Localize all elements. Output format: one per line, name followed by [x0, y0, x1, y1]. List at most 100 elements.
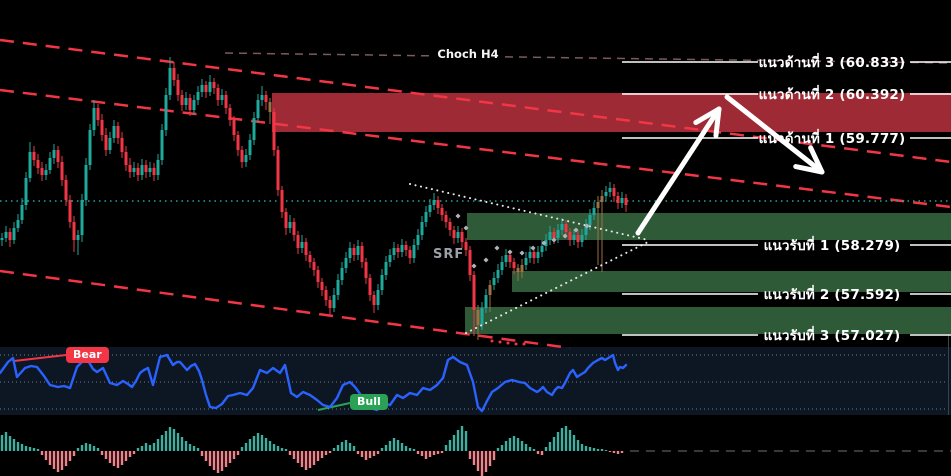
histogram-bar: [332, 448, 336, 451]
histogram-bar: [132, 451, 136, 454]
histogram-bar: [232, 451, 236, 459]
histogram-bar: [388, 441, 392, 451]
histogram-bar: [596, 449, 600, 451]
histogram-bar: [608, 451, 612, 452]
candle-body: [496, 270, 500, 278]
candle-body: [12, 228, 16, 240]
candle-body: [360, 246, 364, 262]
histogram-bar: [448, 440, 452, 451]
candle-body: [532, 252, 536, 258]
projection-arrow-head: [693, 106, 722, 139]
candle-body: [216, 88, 220, 100]
histogram-bar: [384, 445, 388, 451]
candle-body: [160, 130, 164, 160]
candle-body: [180, 95, 184, 105]
candle-body: [4, 232, 8, 238]
candle-body: [596, 202, 600, 208]
candle-body: [96, 108, 100, 120]
candle-body: [408, 250, 412, 258]
candle-body: [356, 246, 360, 255]
candle-body: [588, 215, 592, 225]
histogram-bar: [348, 443, 352, 451]
candle-body: [520, 265, 524, 272]
histogram-bar: [100, 451, 104, 455]
candle-body: [312, 262, 316, 270]
candle-body: [76, 235, 80, 240]
histogram-bar: [488, 451, 492, 466]
candle-body: [224, 95, 228, 108]
histogram-bar: [24, 446, 28, 451]
candle-body: [344, 258, 348, 268]
histogram-bar: [148, 445, 152, 451]
candle-body: [188, 98, 192, 110]
candle-body: [120, 138, 124, 152]
candle-body: [132, 168, 136, 172]
histogram-bar: [20, 444, 24, 451]
candle-body: [552, 232, 556, 238]
histogram-bar: [400, 443, 404, 451]
badge-connector: [13, 354, 67, 362]
histogram-bar: [516, 438, 520, 451]
candle-body: [580, 235, 584, 242]
candle-body: [528, 252, 532, 258]
candle-body: [292, 222, 296, 235]
diamond-marker: [494, 245, 500, 251]
candle-body: [100, 120, 104, 135]
candle-body: [432, 200, 436, 205]
histogram-bar: [212, 451, 216, 470]
histogram-bar: [432, 451, 436, 455]
histogram-bar: [92, 446, 96, 451]
candle-body: [524, 258, 528, 265]
candle-body: [148, 168, 152, 172]
candle-body: [280, 190, 284, 212]
histogram-bar: [76, 448, 80, 451]
histogram-bar: [144, 443, 148, 451]
candle-body: [616, 196, 620, 203]
candle-body: [324, 290, 328, 300]
support-zone: [465, 307, 951, 334]
candle-body: [452, 230, 456, 238]
histogram-bar: [96, 448, 100, 451]
candle-body: [380, 275, 384, 290]
candle-body: [168, 68, 172, 95]
histogram-bar: [540, 451, 544, 455]
histogram-bar: [504, 441, 508, 451]
channel-lower: [0, 269, 571, 350]
candle-body: [612, 188, 616, 196]
histogram-bar: [64, 451, 68, 466]
histogram-bar: [112, 451, 116, 466]
histogram-bar: [196, 448, 200, 451]
candle-body: [604, 192, 608, 196]
candle-body: [392, 248, 396, 255]
histogram-bar: [548, 442, 552, 451]
histogram-bar: [500, 445, 504, 451]
candle-body: [60, 162, 64, 180]
histogram-bar: [436, 451, 440, 454]
badge-connector: [317, 402, 351, 411]
histogram-bar: [272, 444, 276, 451]
histogram-bar: [524, 444, 528, 451]
candle-body: [208, 82, 212, 92]
candle-body: [600, 196, 604, 202]
histogram-bar: [284, 449, 288, 451]
histogram-bar: [404, 446, 408, 451]
candle-body: [540, 246, 544, 252]
candle-body: [428, 205, 432, 212]
histogram-bar: [72, 451, 76, 456]
histogram-bar: [180, 437, 184, 451]
candle-body: [192, 100, 196, 110]
candle-body: [316, 270, 320, 282]
histogram-bar: [556, 432, 560, 451]
candle-body: [548, 232, 552, 240]
candle-body: [484, 295, 488, 308]
candle-body: [476, 310, 480, 325]
histogram-bar: [320, 451, 324, 458]
candle-body: [156, 160, 160, 175]
histogram-bar: [416, 451, 420, 454]
histogram-bar: [444, 445, 448, 451]
candle-body: [44, 170, 48, 175]
histogram-bar: [4, 432, 8, 451]
histogram-bar: [536, 451, 540, 454]
candle-body: [108, 138, 112, 150]
candle-body: [508, 255, 512, 262]
